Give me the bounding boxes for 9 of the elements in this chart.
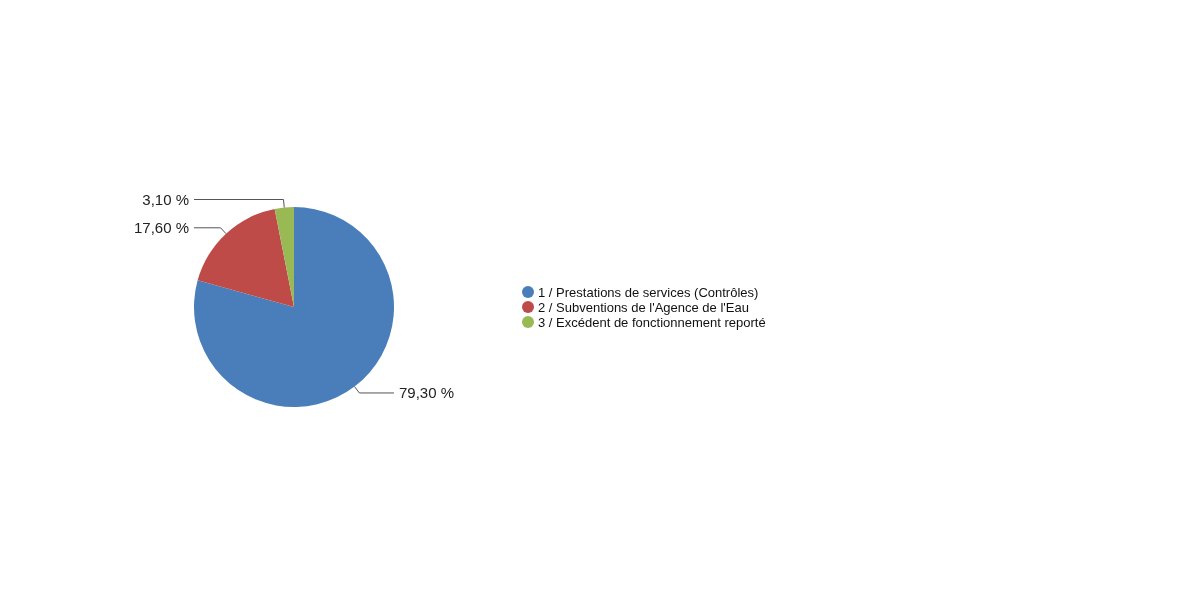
- legend-label: 3 / Excédent de fonctionnement reporté: [538, 314, 766, 330]
- pie-slice: [197, 208, 294, 307]
- pie-slice: [274, 207, 294, 307]
- legend-label: 2 / Subventions de l'Agence de l'Eau: [538, 299, 749, 315]
- legend-label: 1 / Prestations de services (Contrôles): [538, 284, 759, 300]
- data-label: 3,10 %: [142, 190, 189, 208]
- pie-slice: [194, 207, 394, 407]
- data-label: 17,60 %: [133, 219, 189, 237]
- data-label: 79,30 %: [399, 384, 455, 402]
